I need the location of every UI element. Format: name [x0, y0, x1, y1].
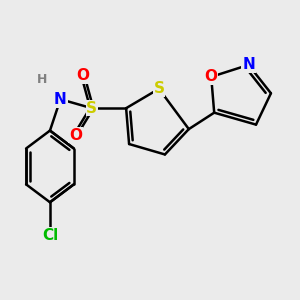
Text: S: S — [86, 101, 97, 116]
Text: N: N — [54, 92, 67, 107]
Text: S: S — [154, 81, 164, 96]
Text: O: O — [76, 68, 89, 83]
Text: Cl: Cl — [42, 228, 58, 243]
Text: O: O — [69, 128, 82, 142]
Text: O: O — [205, 69, 218, 84]
Text: H: H — [37, 73, 48, 86]
Text: N: N — [242, 57, 255, 72]
